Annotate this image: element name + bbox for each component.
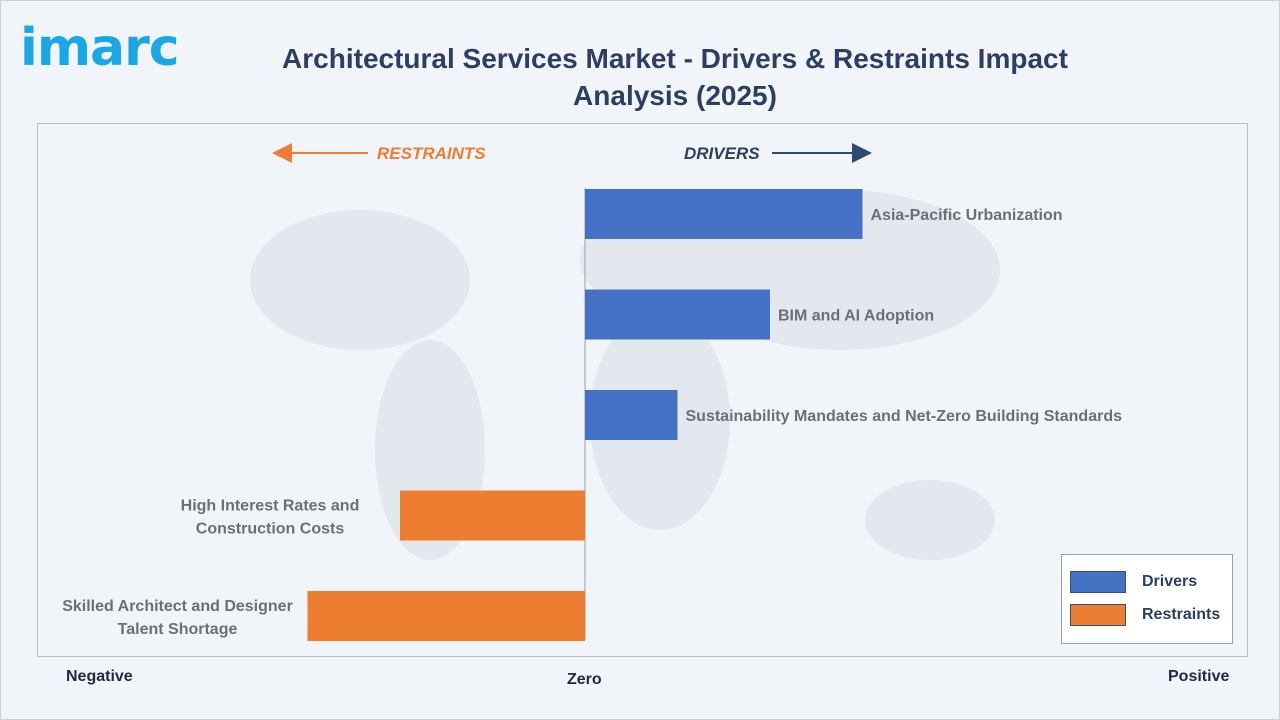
bar-label-skilled-architect-and-designer-talent-shortage: Skilled Architect and Designer Talent Sho… [62,598,293,638]
bar-skilled-architect-and-designer-talent-shortage [307,591,585,641]
axis-negative-label: Negative [66,668,133,685]
bar-label-high-interest-rates-and-construction-costs: High Interest Rates and Construction Cost… [181,498,360,538]
legend-item-drivers: Drivers [1070,571,1197,593]
legend-swatch-restraints [1070,604,1126,626]
chart-title: Architectural Services Market - Drivers … [282,43,1068,111]
bar-sustainability-mandates-and-net-zero-building-standards [585,390,678,440]
drivers-direction-label: DRIVERS [684,144,760,163]
bar-high-interest-rates-and-construction-costs [400,490,585,541]
legend: Drivers Restraints [1061,554,1233,644]
imarc-logo: imarc [20,18,180,78]
world-map-watermark [250,190,1000,560]
legend-label-drivers: Drivers [1142,573,1198,590]
bar-label-asia-pacific-urbanization: Asia-Pacific Urbanization [871,207,1063,224]
legend-swatch-drivers [1070,571,1126,593]
bar-asia-pacific-urbanization [585,189,863,239]
legend-label-restraints: Restraints [1142,606,1221,623]
axis-positive-label: Positive [1168,668,1230,685]
restraints-direction-label: RESTRAINTS [377,144,486,163]
bar-label-sustainability-mandates-and-net-zero-building-standards: Sustainability Mandates and Net-Zero Bui… [686,408,1123,425]
bar-bim-and-ai-adoption [585,289,770,340]
legend-item-restraints: Restraints [1070,604,1220,626]
axis-zero-label: Zero [567,671,602,688]
bar-label-bim-and-ai-adoption: BIM and AI Adoption [778,308,934,325]
